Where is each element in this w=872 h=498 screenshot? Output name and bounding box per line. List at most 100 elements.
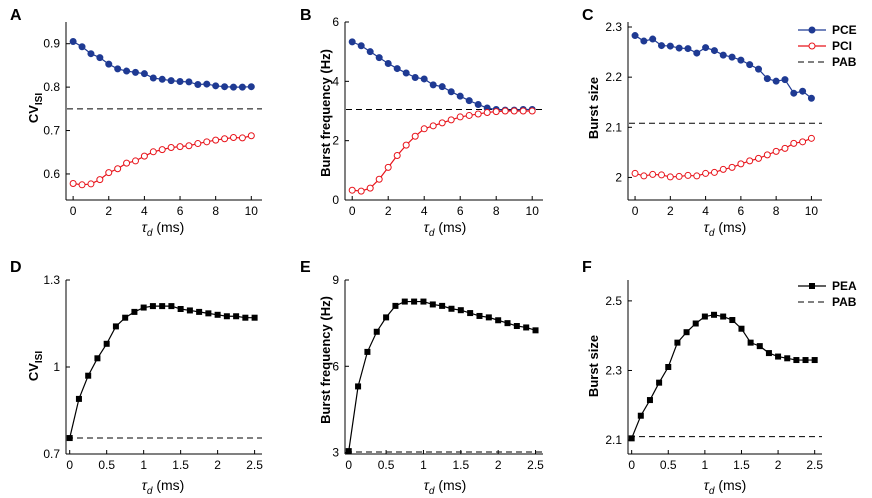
panel-letter-b: B bbox=[300, 7, 312, 24]
pce-point-c bbox=[666, 42, 674, 50]
plot-a: 0 2 4 6 8 10 0.6 0.7 0.8 0.9 bbox=[43, 22, 262, 218]
xlabel-a: τd (ms) bbox=[142, 219, 185, 239]
xlabel-b-unit: (ms) bbox=[434, 219, 466, 235]
y-tick-label-e: 3 bbox=[332, 446, 339, 460]
x-tick-label-d: 1.5 bbox=[172, 458, 189, 472]
pce-point-c bbox=[772, 77, 780, 85]
y-tick-label-e: 6 bbox=[332, 359, 339, 373]
pea-point-f bbox=[665, 364, 672, 370]
pce-point-a bbox=[185, 78, 193, 86]
pea-point-d bbox=[168, 303, 175, 310]
pea-point-f bbox=[656, 379, 663, 386]
pce-point-a bbox=[176, 77, 184, 85]
x-tick-label-b: 8 bbox=[493, 204, 500, 218]
pea-point-f bbox=[793, 357, 800, 364]
xlabel-e-sub: d bbox=[429, 486, 435, 497]
pea-point-d bbox=[214, 311, 221, 318]
y-tick-label-a: 0.8 bbox=[43, 80, 60, 94]
panel-c: C Burst size τd (ms) 0 2 4 6 8 10 2 2.1 2.2 2.3 P… bbox=[582, 7, 857, 239]
pce-point-b bbox=[420, 75, 428, 83]
pci-point-a bbox=[131, 157, 139, 165]
legend-bottom: PEA PAB bbox=[798, 279, 857, 309]
pea-point-d bbox=[94, 355, 101, 362]
pci-point-a bbox=[123, 159, 131, 167]
pci-point-c bbox=[728, 163, 736, 171]
pea-point-e bbox=[476, 312, 483, 319]
pci-point-b bbox=[474, 110, 482, 118]
pci-point-b bbox=[411, 132, 419, 140]
x-tick-label-a: 6 bbox=[177, 204, 184, 218]
y-tick-label-c: 2.3 bbox=[605, 20, 622, 34]
pce-point-c bbox=[737, 56, 745, 64]
pea-point-e bbox=[411, 298, 418, 305]
pce-point-a bbox=[149, 74, 157, 82]
y-tick-label-d: 1.3 bbox=[43, 273, 60, 287]
pci-point-a bbox=[221, 135, 229, 143]
pea-point-e bbox=[401, 298, 408, 305]
pea-point-d bbox=[149, 303, 156, 310]
pea-point-e bbox=[485, 314, 492, 321]
pce-point-b bbox=[411, 73, 419, 81]
pci-point-c bbox=[790, 139, 798, 147]
x-tick-label-f: 1 bbox=[702, 458, 709, 472]
xlabel-f-unit: (ms) bbox=[714, 477, 746, 493]
pea-point-f bbox=[775, 353, 782, 360]
pci-point-b bbox=[375, 175, 383, 183]
pce-point-a bbox=[105, 60, 113, 68]
pce-point-a bbox=[123, 67, 131, 75]
svg-text:τd (ms): τd (ms) bbox=[704, 219, 747, 239]
x-tick-label-a: 0 bbox=[70, 204, 77, 218]
x-tick-label-c: 6 bbox=[738, 204, 745, 218]
svg-text:τd (ms): τd (ms) bbox=[142, 219, 185, 239]
pce-point-c bbox=[649, 35, 657, 43]
x-tick-label-e: 0 bbox=[345, 458, 352, 472]
x-tick-label-c: 0 bbox=[632, 204, 639, 218]
pea-point-f bbox=[738, 325, 745, 332]
xlabel-d-tau: τ bbox=[142, 477, 148, 493]
y-tick-label-f: 2.5 bbox=[605, 294, 622, 308]
panel-letter-c: C bbox=[582, 7, 594, 24]
y-tick-label-d: 0.7 bbox=[43, 447, 60, 461]
y-tick-label-a: 0.7 bbox=[43, 124, 60, 138]
pea-point-f bbox=[756, 343, 763, 350]
svg-text:CVISI: CVISI bbox=[26, 351, 45, 382]
x-tick-label-e: 2 bbox=[495, 458, 502, 472]
pci-point-b bbox=[429, 122, 437, 130]
pci-point-b bbox=[465, 111, 473, 119]
panel-b: B Burst frequency (Hz) τd (ms) 0 2 4 6 8 10 0 2… bbox=[300, 7, 543, 239]
pci-point-b bbox=[456, 113, 464, 121]
pea-point-d bbox=[122, 314, 129, 321]
pea-point-e bbox=[513, 323, 520, 330]
ylabel-a: CVISI bbox=[26, 93, 45, 124]
plot-e: 0 0.5 1 1.5 2 2.5 3 6 9 bbox=[332, 273, 544, 472]
pce-point-c bbox=[675, 44, 683, 52]
pci-point-b bbox=[384, 163, 392, 171]
x-tick-label-d: 2.5 bbox=[246, 458, 263, 472]
plot-f: 0 0.5 1 1.5 2 2.5 2.1 2.3 2.5 bbox=[605, 280, 823, 472]
pea-point-e bbox=[448, 305, 455, 312]
pea-point-f bbox=[765, 350, 772, 357]
pea-point-d bbox=[85, 372, 92, 379]
pci-point-c bbox=[675, 172, 683, 180]
pea-point-f bbox=[811, 357, 818, 364]
xlabel-f-tau: τ bbox=[704, 477, 710, 493]
pea-point-e bbox=[457, 307, 464, 314]
x-tick-label-c: 10 bbox=[805, 204, 819, 218]
x-tick-label-d: 0.5 bbox=[98, 458, 115, 472]
ylabel-c: Burst size bbox=[586, 77, 601, 139]
pce-point-c bbox=[658, 42, 666, 50]
pci-point-b bbox=[393, 152, 401, 159]
y-tick-label-f: 2.1 bbox=[605, 433, 622, 447]
svg-text:τd (ms): τd (ms) bbox=[424, 477, 467, 497]
pci-point-b bbox=[519, 107, 527, 115]
pci-point-a bbox=[167, 143, 175, 151]
pce-point-b bbox=[465, 97, 473, 105]
pea-point-d bbox=[251, 314, 258, 321]
xlabel-e-tau: τ bbox=[424, 477, 430, 493]
pce-point-a bbox=[158, 75, 166, 83]
pea-point-e bbox=[532, 327, 539, 334]
x-tick-label-b: 10 bbox=[526, 204, 540, 218]
pea-point-e bbox=[364, 348, 371, 355]
x-tick-label-f: 2.5 bbox=[806, 458, 823, 472]
